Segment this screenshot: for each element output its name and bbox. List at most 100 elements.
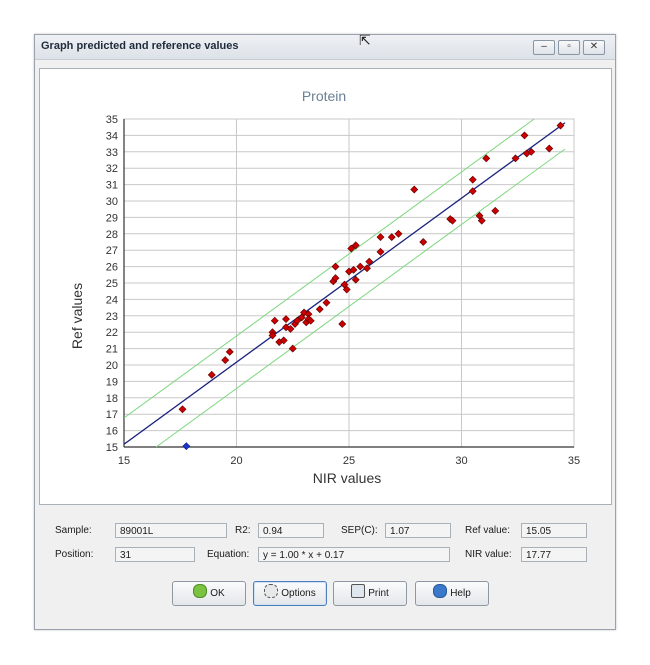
data-point: [331, 274, 340, 283]
x-tick-label: 20: [230, 455, 242, 467]
sample-field: 89001L: [115, 523, 227, 538]
data-point: [410, 185, 419, 194]
title-bar[interactable]: Graph predicted and reference values ⇱ –…: [35, 32, 615, 60]
y-tick-label: 34: [106, 130, 118, 142]
sep-field: 1.07: [385, 523, 451, 538]
dialog-window: Graph predicted and reference values ⇱ –…: [34, 32, 616, 630]
y-tick-label: 17: [106, 409, 118, 421]
y-tick-label: 19: [106, 376, 118, 388]
y-tick-label: 33: [106, 147, 118, 159]
close-button[interactable]: ✕: [583, 40, 605, 55]
equation-label: Equation:: [207, 549, 250, 560]
y-tick-label: 30: [106, 196, 118, 208]
y-tick-label: 29: [106, 212, 118, 224]
y-tick-label: 21: [106, 344, 118, 356]
print-button[interactable]: Print: [333, 581, 407, 606]
data-point: [225, 347, 234, 356]
y-axis-label: Ref values: [69, 283, 85, 349]
data-point: [338, 320, 347, 328]
options-button[interactable]: Options: [253, 581, 327, 606]
data-point: [306, 316, 315, 325]
ok-button[interactable]: OK: [172, 581, 246, 606]
help-icon: [433, 584, 448, 598]
data-point: [315, 305, 324, 314]
minimize-button[interactable]: –: [533, 40, 555, 55]
data-point: [293, 316, 302, 325]
data-point: [342, 285, 351, 294]
sample-label: Sample:: [55, 525, 92, 536]
y-tick-label: 24: [106, 294, 118, 306]
data-point: [491, 206, 500, 215]
r2-field: 0.94: [258, 523, 324, 538]
data-point: [322, 298, 331, 307]
y-tick-label: 32: [106, 163, 118, 175]
x-tick-label: 35: [568, 455, 580, 467]
data-point: [286, 324, 295, 333]
y-tick-label: 31: [106, 180, 118, 192]
data-point: [468, 187, 477, 196]
selected-data-point: [182, 442, 191, 451]
data-point: [468, 175, 477, 184]
data-point: [527, 147, 536, 156]
data-point: [356, 262, 365, 271]
data-point: [477, 216, 486, 225]
data-point: [351, 275, 360, 284]
maximize-button[interactable]: ▫: [558, 40, 580, 55]
r2-label: R2:: [235, 525, 251, 536]
gear-icon: [264, 584, 279, 598]
lower-confidence-line: [155, 148, 566, 448]
y-tick-label: 16: [106, 426, 118, 438]
help-button[interactable]: Help: [415, 581, 489, 606]
data-point: [520, 131, 529, 140]
position-label: Position:: [55, 549, 94, 560]
equation-field: y = 1.00 * x + 0.17: [258, 547, 450, 562]
y-tick-label: 15: [106, 442, 118, 454]
data-point: [331, 262, 340, 271]
y-tick-label: 28: [106, 229, 118, 241]
data-point: [448, 216, 457, 225]
y-tick-label: 20: [106, 360, 118, 372]
options-button-label: Options: [281, 588, 316, 599]
window-title: Graph predicted and reference values: [41, 40, 239, 52]
data-point: [178, 405, 187, 414]
data-point: [347, 244, 356, 253]
mouse-cursor-icon: ⇱: [359, 32, 371, 48]
y-tick-label: 23: [106, 311, 118, 323]
checkmark-icon: [193, 584, 208, 598]
y-tick-label: 18: [106, 393, 118, 405]
scatter-chart: Protein NIR values Ref values 15 16 17 18 19…: [69, 88, 580, 486]
data-point: [365, 257, 374, 266]
printer-icon: [351, 584, 366, 598]
help-button-label: Help: [450, 588, 471, 599]
data-point: [363, 264, 371, 273]
print-button-label: Print: [368, 588, 389, 599]
chart-panel: Protein NIR values Ref values 15 16 17 18 19…: [39, 68, 612, 505]
data-point: [387, 233, 396, 242]
data-point: [279, 336, 288, 345]
data-point: [376, 233, 385, 242]
data-point: [482, 154, 491, 163]
y-tick-label: 27: [106, 245, 118, 257]
nir-value-label: NIR value:: [465, 549, 512, 560]
data-point: [349, 265, 358, 274]
x-tick-label: 15: [118, 455, 130, 467]
y-tick-label: 35: [106, 114, 118, 126]
y-tick-label: 26: [106, 262, 118, 274]
upper-confidence-line: [123, 118, 535, 419]
data-point: [270, 316, 279, 325]
sep-label: SEP(C):: [341, 525, 378, 536]
x-tick-label: 25: [343, 455, 355, 467]
data-point: [394, 229, 403, 238]
x-axis-label: NIR values: [313, 470, 381, 486]
data-point: [545, 144, 554, 153]
position-field: 31: [115, 547, 195, 562]
y-tick-label: 22: [106, 327, 118, 339]
data-point: [419, 238, 428, 246]
data-point: [288, 344, 297, 353]
x-tick-label: 30: [455, 455, 467, 467]
data-point: [282, 315, 290, 324]
data-point: [268, 331, 277, 340]
data-point: [511, 154, 520, 163]
ok-button-label: OK: [210, 588, 225, 599]
chart-title: Protein: [302, 88, 346, 104]
